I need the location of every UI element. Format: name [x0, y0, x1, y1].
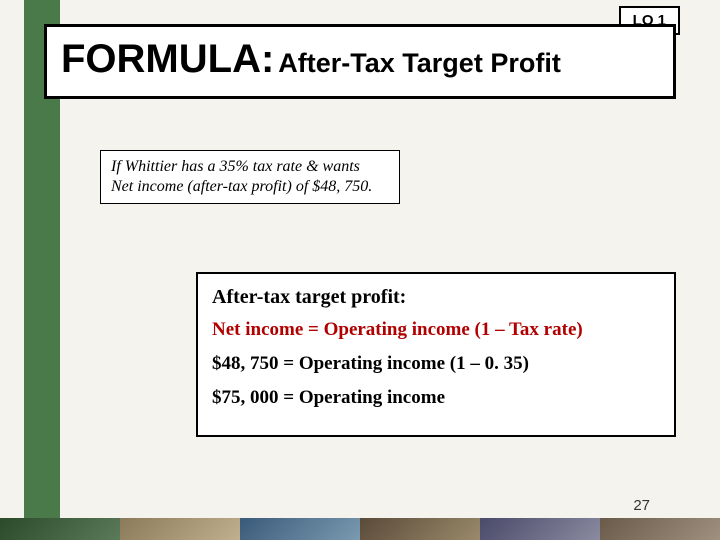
bottom-decorative-strip	[0, 518, 720, 540]
strip-segment	[360, 518, 480, 540]
title-main: FORMULA:	[61, 37, 274, 81]
title-box: FORMULA: After-Tax Target Profit	[44, 24, 676, 99]
page-number: 27	[633, 497, 650, 514]
formula-step-2: $75, 000 = Operating income	[212, 387, 660, 409]
strip-segment	[600, 518, 720, 540]
strip-segment	[240, 518, 360, 540]
strip-segment	[120, 518, 240, 540]
strip-segment	[480, 518, 600, 540]
formula-box: After-tax target profit: Net income = Op…	[196, 272, 676, 437]
formula-step-1: $48, 750 = Operating income (1 – 0. 35)	[212, 353, 660, 375]
formula-heading: After-tax target profit:	[212, 286, 660, 309]
strip-segment	[0, 518, 120, 540]
scenario-box: If Whittier has a 35% tax rate & wants N…	[100, 150, 400, 204]
title-subtitle: After-Tax Target Profit	[278, 48, 561, 78]
formula-equation: Net income = Operating income (1 – Tax r…	[212, 319, 660, 341]
scenario-line-2: Net income (after-tax profit) of $48, 75…	[111, 177, 389, 197]
scenario-line-1: If Whittier has a 35% tax rate & wants	[111, 157, 389, 177]
